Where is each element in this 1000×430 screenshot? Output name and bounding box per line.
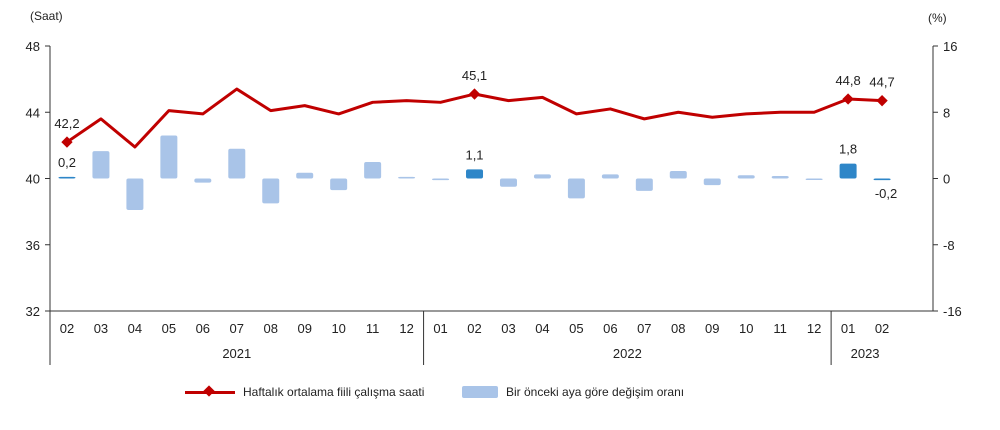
- line-data-label: 45,1: [462, 68, 487, 83]
- left-axis-unit: (Saat): [30, 9, 63, 23]
- bar: [126, 178, 144, 210]
- bar: [262, 178, 280, 204]
- x-tick-label: 03: [501, 321, 515, 336]
- legend-item-bar: Bir önceki aya göre değişim oranı: [462, 385, 684, 399]
- right-axis-unit: (%): [928, 11, 947, 25]
- left-tick-label: 32: [26, 304, 40, 319]
- left-tick-label: 40: [26, 172, 40, 187]
- x-tick-label: 04: [535, 321, 549, 336]
- x-tick-label: 07: [637, 321, 651, 336]
- line-data-label: 44,8: [835, 73, 860, 88]
- x-tick-label: 09: [297, 321, 311, 336]
- right-tick-label: 16: [943, 39, 957, 54]
- line-series: [61, 87, 888, 149]
- data-labels: 42,2 45,1 44,8 44,7 0,2 1,1 1,8 -0,2: [54, 68, 897, 201]
- bar: [737, 175, 755, 179]
- x-tick-label: 07: [230, 321, 244, 336]
- right-tick-label: -8: [943, 238, 955, 253]
- x-tick-label: 10: [739, 321, 753, 336]
- bar: [703, 178, 721, 186]
- bar: [805, 178, 823, 180]
- bar-data-label: 0,2: [58, 155, 76, 170]
- legend-bar-marker: [462, 386, 498, 398]
- x-tick-label: 02: [60, 321, 74, 336]
- x-tick-label: 12: [807, 321, 821, 336]
- bar: [296, 172, 314, 179]
- legend-line-label: Haftalık ortalama fiili çalışma saati: [243, 385, 425, 399]
- x-tick-label: 01: [841, 321, 855, 336]
- bar: [364, 161, 382, 179]
- x-tick-label: 05: [162, 321, 176, 336]
- bar: [567, 178, 585, 199]
- right-tick-label: 8: [943, 105, 950, 120]
- bar: [432, 178, 450, 181]
- x-tick-label: 06: [196, 321, 210, 336]
- left-tick-label: 44: [26, 105, 40, 120]
- x-tick-label: 01: [433, 321, 447, 336]
- bar: [669, 171, 687, 179]
- x-tick-label: 08: [671, 321, 685, 336]
- x-tick-label: 08: [264, 321, 278, 336]
- year-label: 2021: [222, 346, 251, 361]
- left-tick-label: 48: [26, 39, 40, 54]
- bar: [873, 178, 891, 181]
- bar-data-label: 1,8: [839, 142, 857, 157]
- line-data-label: 44,7: [869, 75, 894, 90]
- bar: [466, 169, 484, 179]
- year-label: 2022: [613, 346, 642, 361]
- x-tick-label: 11: [366, 321, 380, 336]
- right-tick-label: -16: [943, 304, 962, 319]
- x-tick-label: 02: [467, 321, 481, 336]
- line-data-label: 42,2: [54, 116, 79, 131]
- bar: [330, 178, 348, 191]
- x-tick-label: 05: [569, 321, 583, 336]
- line-marker: [876, 94, 888, 107]
- bar: [194, 178, 212, 183]
- x-tick-label: 12: [399, 321, 413, 336]
- x-tick-label: 06: [603, 321, 617, 336]
- bar: [771, 176, 789, 179]
- x-tick-label: 09: [705, 321, 719, 336]
- line-marker: [842, 93, 854, 105]
- legend-bar-label: Bir önceki aya göre değişim oranı: [506, 385, 685, 399]
- right-tick-label: 0: [943, 172, 950, 187]
- bar: [58, 176, 76, 179]
- bar: [160, 135, 178, 179]
- legend-item-line: Haftalık ortalama fiili çalışma saati: [185, 385, 424, 399]
- x-tick-label: 04: [128, 321, 142, 336]
- bar-data-label: 1,1: [465, 147, 483, 162]
- legend: Haftalık ortalama fiili çalışma saati Bi…: [0, 385, 1000, 409]
- bar: [92, 151, 110, 179]
- x-tick-label: 11: [773, 321, 787, 336]
- bar: [499, 178, 517, 187]
- x-tick-label: 03: [94, 321, 108, 336]
- bar: [601, 174, 619, 179]
- left-tick-label: 36: [26, 238, 40, 253]
- x-tick-label: 10: [331, 321, 345, 336]
- bar: [839, 163, 857, 179]
- bar: [533, 174, 551, 179]
- legend-line-marker: [185, 385, 235, 399]
- bar-series: [58, 135, 891, 210]
- bar: [228, 148, 246, 179]
- bar: [635, 178, 653, 191]
- bar-data-label: -0,2: [875, 186, 897, 201]
- line-marker: [468, 88, 481, 100]
- x-tick-label: 02: [875, 321, 889, 336]
- bar: [398, 176, 416, 179]
- year-label: 2023: [851, 346, 880, 361]
